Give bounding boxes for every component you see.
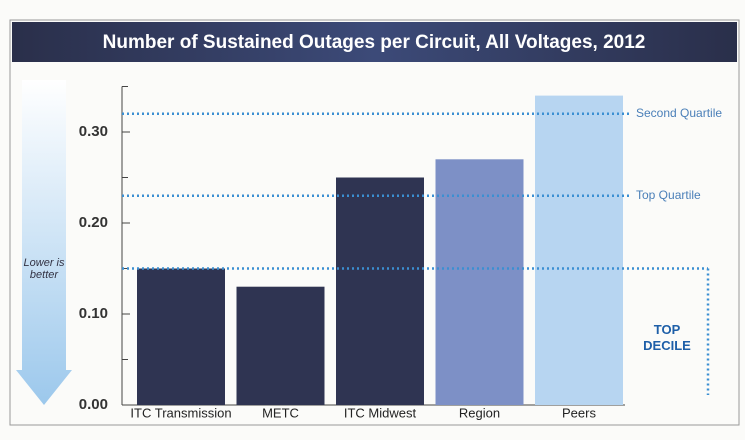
bar: [535, 95, 623, 405]
arrow: [16, 80, 72, 405]
x-tick-label: Region: [459, 405, 500, 420]
reference-label: Second Quartile: [636, 106, 722, 120]
y-tick-label: 0.30: [79, 123, 108, 140]
x-tick-label: ITC Transmission: [130, 405, 231, 420]
x-tick-label: ITC Midwest: [344, 405, 417, 420]
frame: [9, 19, 740, 426]
reference-label: TOP DECILE: [643, 322, 691, 353]
x-tick-label: METC: [262, 405, 299, 420]
chart-title: Number of Sustained Outages per Circuit,…: [103, 32, 646, 53]
bar: [236, 286, 325, 405]
y-tick-label: 0.00: [79, 396, 108, 413]
bar: [435, 159, 524, 405]
y-tick-label: 0.20: [79, 214, 108, 231]
bar: [137, 268, 225, 405]
x-tick-label: Peers: [562, 405, 596, 420]
bar: [336, 177, 424, 405]
title-banner: [12, 22, 737, 62]
reference-label: Top Quartile: [636, 188, 701, 202]
y-tick-label: 0.10: [79, 305, 108, 322]
annotation: Lower is better: [23, 257, 65, 281]
